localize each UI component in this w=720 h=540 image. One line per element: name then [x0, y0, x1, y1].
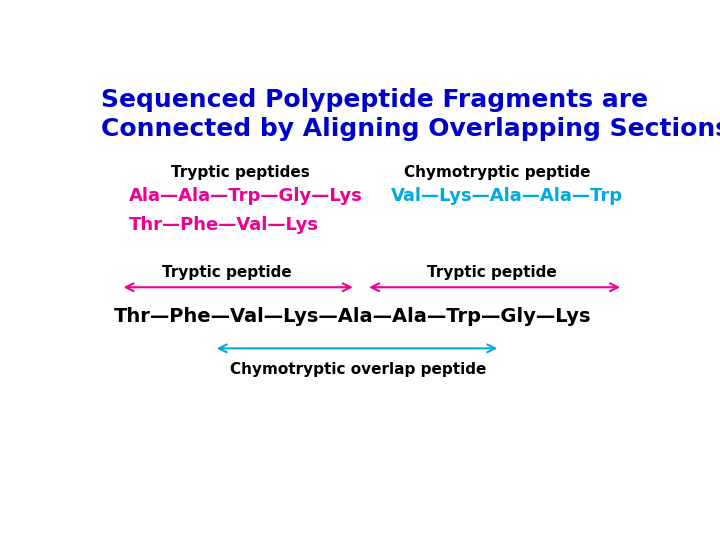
Text: Ala—Ala—Trp—Gly—Lys: Ala—Ala—Trp—Gly—Lys [129, 187, 363, 205]
Text: Connected by Aligning Overlapping Sections: Connected by Aligning Overlapping Sectio… [101, 117, 720, 141]
Text: Sequenced Polypeptide Fragments are: Sequenced Polypeptide Fragments are [101, 87, 648, 112]
Text: Thr—Phe—Val—Lys: Thr—Phe—Val—Lys [129, 216, 319, 234]
Text: Tryptic peptide: Tryptic peptide [427, 265, 557, 280]
Text: Chymotryptic overlap peptide: Chymotryptic overlap peptide [230, 362, 486, 377]
Text: Chymotryptic peptide: Chymotryptic peptide [404, 165, 590, 180]
Text: Thr—Phe—Val—Lys—Ala—Ala—Trp—Gly—Lys: Thr—Phe—Val—Lys—Ala—Ala—Trp—Gly—Lys [114, 307, 591, 326]
Text: Tryptic peptides: Tryptic peptides [171, 165, 310, 180]
Text: Tryptic peptide: Tryptic peptide [162, 265, 292, 280]
Text: Val—Lys—Ala—Ala—Trp: Val—Lys—Ala—Ala—Trp [392, 187, 624, 205]
